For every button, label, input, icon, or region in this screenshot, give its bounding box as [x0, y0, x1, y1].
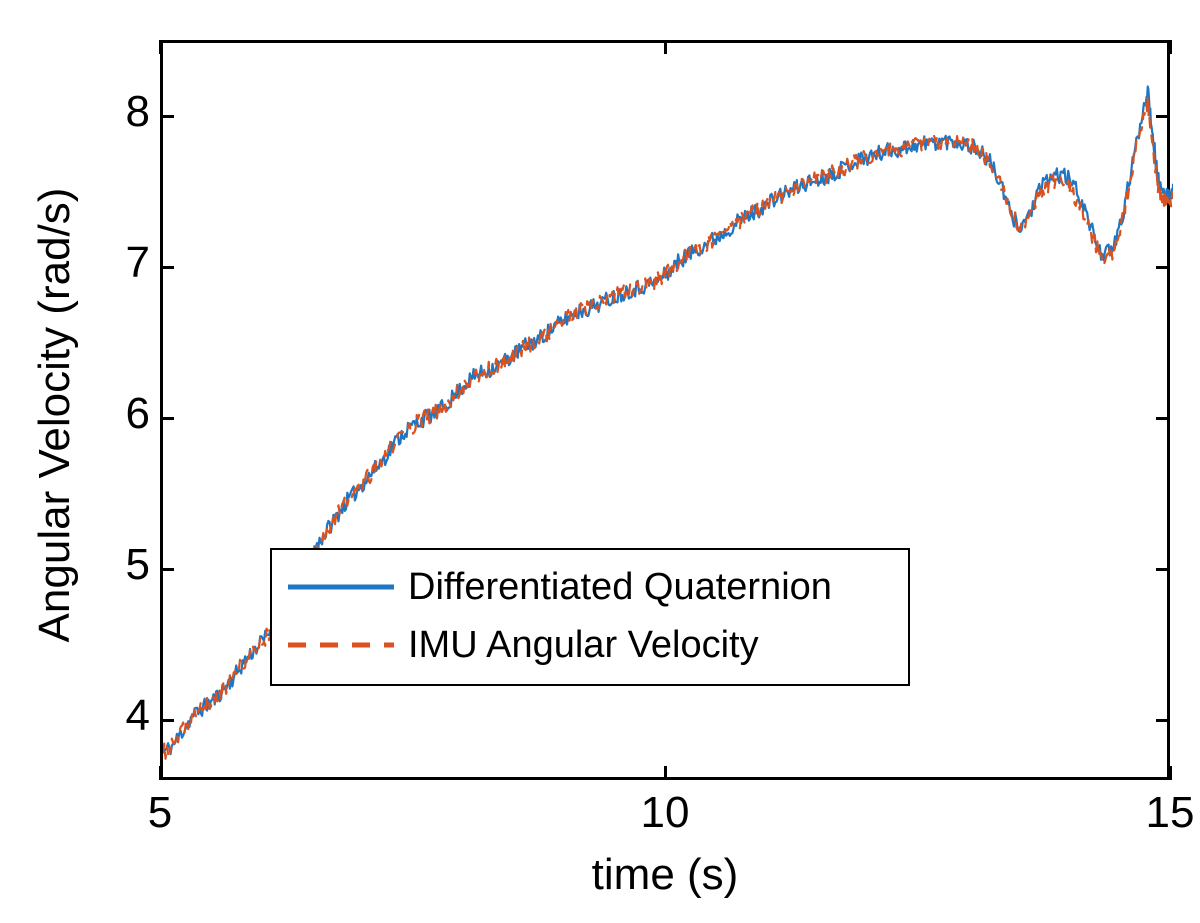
ytick-right: [1156, 417, 1170, 420]
legend-swatch-0: [286, 572, 396, 602]
xtick-top: [1169, 40, 1172, 54]
xtick-label: 10: [635, 788, 695, 838]
xtick: [159, 766, 162, 780]
ytick-label: 8: [126, 87, 150, 137]
ytick-label: 5: [126, 540, 150, 590]
legend-label-1: IMU Angular Velocity: [408, 624, 759, 667]
legend-swatch-1: [286, 630, 396, 660]
xtick: [664, 766, 667, 780]
ytick-right: [1156, 568, 1170, 571]
ytick-label: 4: [126, 691, 150, 741]
legend-item-0: Differentiated Quaternion: [286, 558, 894, 616]
ytick: [160, 568, 174, 571]
ytick: [160, 115, 174, 118]
xtick-top: [159, 40, 162, 54]
figure: Angular Velocity (rad/s) time (s) Differ…: [0, 0, 1200, 923]
ytick: [160, 719, 174, 722]
ytick-right: [1156, 719, 1170, 722]
ytick: [160, 266, 174, 269]
x-axis-label: time (s): [160, 850, 1170, 900]
legend-item-1: IMU Angular Velocity: [286, 616, 894, 674]
legend-label-0: Differentiated Quaternion: [408, 566, 832, 609]
ytick: [160, 417, 174, 420]
xtick-label: 5: [130, 788, 190, 838]
ytick-label: 7: [126, 238, 150, 288]
ytick-label: 6: [126, 389, 150, 439]
xtick-top: [664, 40, 667, 54]
xtick-label: 15: [1140, 788, 1200, 838]
ytick-right: [1156, 115, 1170, 118]
y-axis-label: Angular Velocity (rad/s): [30, 145, 80, 685]
ytick-right: [1156, 266, 1170, 269]
legend: Differentiated Quaternion IMU Angular Vel…: [270, 548, 910, 686]
xtick: [1169, 766, 1172, 780]
